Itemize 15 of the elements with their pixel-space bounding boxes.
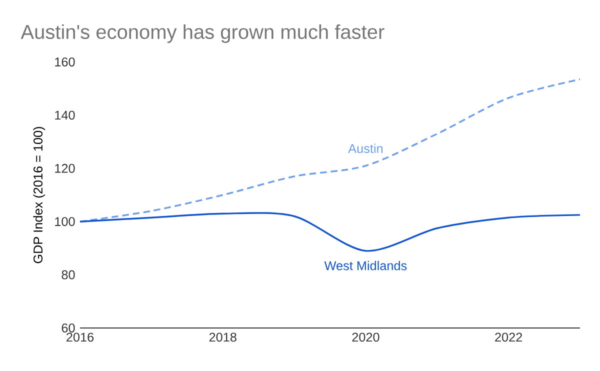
x-tick-label: 2018 <box>209 332 236 342</box>
x-tick-label: 2016 <box>66 332 94 342</box>
y-tick-label: 60 <box>62 324 75 332</box>
y-tick-label: 100 <box>55 217 75 226</box>
series-label: West Midlands <box>324 260 407 270</box>
series-label: Austin <box>348 144 382 154</box>
line-series <box>79 212 581 252</box>
y-tick-label: 160 <box>55 58 75 66</box>
y-tick-label: 140 <box>55 110 75 120</box>
x-tick-label: 2022 <box>495 332 522 342</box>
y-tick-label: 120 <box>55 164 75 173</box>
y-tick-label: 80 <box>62 270 75 280</box>
y-axis-title: GDP Index (2016 = 100) <box>33 126 45 264</box>
x-tick-label: 2020 <box>352 332 380 342</box>
chart-title: Austin's economy has grown much faster <box>20 24 384 43</box>
